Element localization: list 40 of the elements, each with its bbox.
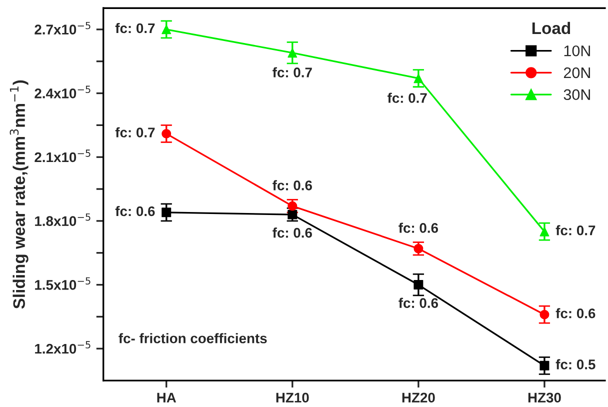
point [414,280,424,290]
point [414,244,424,254]
y-axis-title: Sliding wear rate,(mm$^{3}$nm$^{−1}$) [10,80,28,309]
annotation: fc- friction coefficients [118,333,267,344]
point [288,201,298,211]
annotation: fc: 0.7 [115,22,155,34]
point [540,226,550,236]
annotation: fc: 0.7 [556,225,596,236]
point [540,310,550,320]
point [288,48,298,58]
x-tick-label: HZ20 [402,392,435,403]
y-tick-label: 1.2x10$^{−5}$ [35,341,90,354]
annotation: fc: 0.6 [272,228,312,238]
annotation: fc: 0.6 [556,308,596,318]
annotation: fc: 0.6 [115,206,155,216]
y-tick-label: 2.1x10$^{−5}$ [34,150,90,162]
annotation: fc: 0.5 [556,359,596,370]
annotation: fc: 0.7 [272,67,312,78]
x-tick-label: HA [157,392,176,402]
x-tick-label: HZ30 [528,392,561,403]
y-tick-label: 1.8x10$^{−5}$ [35,213,90,226]
legend-label: 20N [564,67,590,78]
y-tick-label: 1.5x10$^{−5}$ [35,277,90,290]
annotation: fc: 0.6 [272,180,312,190]
annotation: fc: 0.7 [387,92,427,103]
legend-title: Load [532,22,570,34]
annotation: fc: 0.6 [398,222,438,233]
y-tick-label: 2.4x10$^{−5}$ [34,86,90,98]
x-tick-label: HZ10 [276,392,309,403]
point [162,208,172,218]
legend-label: 30N [564,89,590,100]
point [162,24,172,34]
y-tick-label: 2.7x10$^{−5}$ [34,22,90,34]
annotation: fc: 0.6 [398,298,438,308]
annotation: fc: 0.7 [115,127,155,138]
point [540,360,550,370]
point [414,74,424,84]
point [288,210,298,220]
legend-label: 10N [564,45,590,56]
point [162,128,172,138]
